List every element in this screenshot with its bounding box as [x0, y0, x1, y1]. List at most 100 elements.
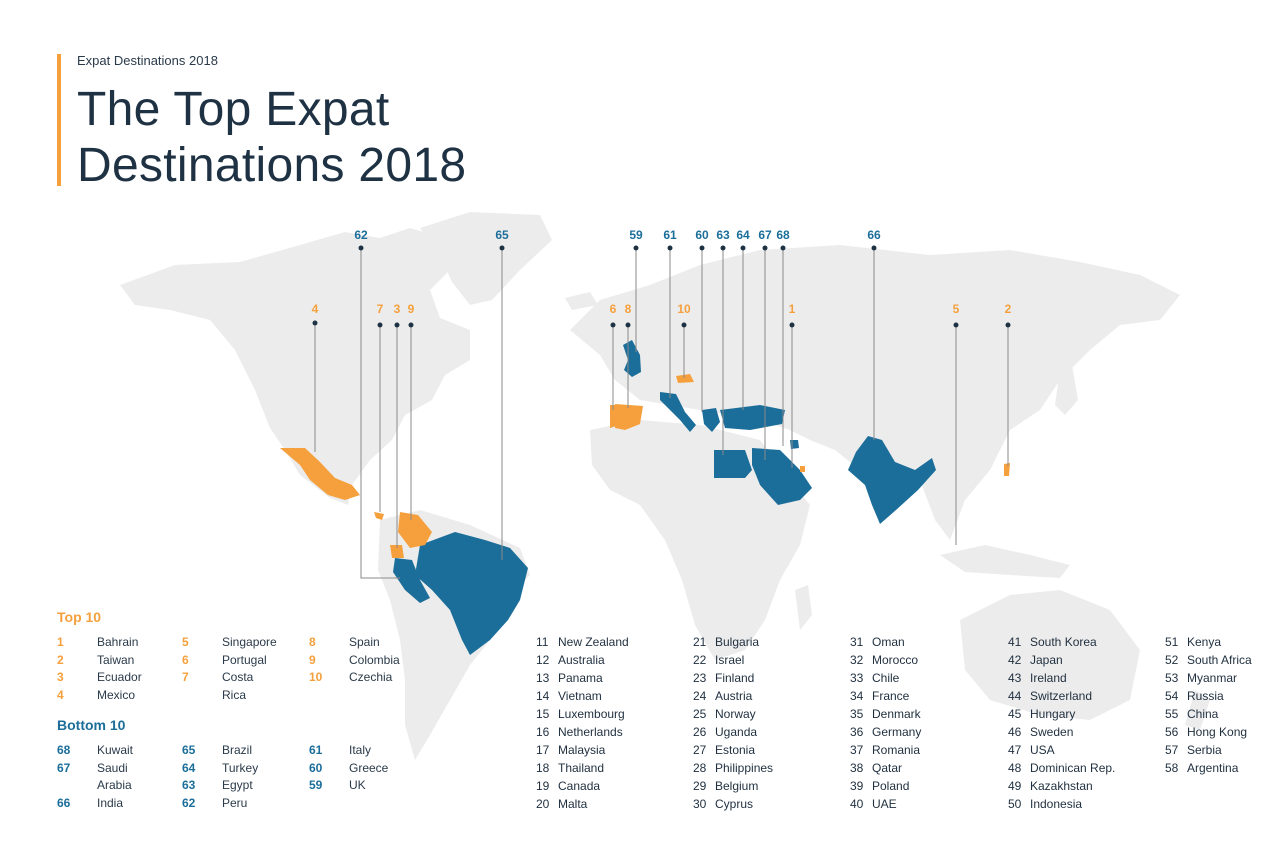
ranking-country: Cyprus [715, 797, 754, 811]
legend-rank: 10 [309, 670, 323, 685]
ranking-row: 39 Poland [850, 777, 921, 795]
country-india [848, 436, 936, 524]
ranking-row: 20 Malta [536, 795, 629, 813]
top-10-col-1: 1 Bahrain 2 Taiwan 3 Ecuador 4 Mexico [57, 634, 142, 705]
legend-item: 9 Colombia [309, 652, 400, 670]
ranking-number: 35 [850, 707, 864, 721]
ranking-row: 33 Chile [850, 669, 921, 687]
ranking-row: 14 Vietnam [536, 687, 629, 705]
ranking-row: 32 Morocco [850, 651, 921, 669]
ranking-row: 31 Oman [850, 633, 921, 651]
ranking-country: Belgium [715, 779, 759, 793]
ranking-row: 28 Philippines [693, 759, 773, 777]
ranking-row: 53 Myanmar [1165, 669, 1252, 687]
ranking-country: Kenya [1187, 635, 1222, 649]
land-iceland [565, 292, 598, 310]
ranking-column-31-40: 31 Oman 32 Morocco 33 Chile 34 France 35 Denm… [850, 633, 921, 813]
ranking-country: Argentina [1187, 761, 1239, 775]
legend-rank: 59 [309, 778, 323, 793]
legend-country: UK [349, 778, 366, 793]
marker-label-8: 8 [624, 302, 632, 316]
ranking-country: Qatar [872, 761, 903, 775]
ranking-country: Norway [715, 707, 756, 721]
ranking-number: 41 [1008, 635, 1022, 649]
ranking-row: 30 Cyprus [693, 795, 773, 813]
leader-lines [314, 248, 1009, 579]
legend-item: 7 Costa [182, 669, 277, 687]
ranking-country: Hungary [1030, 707, 1076, 721]
ranking-number: 15 [536, 707, 550, 721]
legend-item: 1 Bahrain [57, 634, 142, 652]
ranking-row: 16 Netherlands [536, 723, 629, 741]
ranking-number: 42 [1008, 653, 1022, 667]
ranking-number: 30 [693, 797, 707, 811]
ranking-country: Russia [1187, 689, 1224, 703]
ranking-number: 26 [693, 725, 707, 739]
ranking-row: 48 Dominican Rep. [1008, 759, 1115, 777]
legend-item: 4 Mexico [57, 687, 142, 705]
ranking-row: 49 Kazakhstan [1008, 777, 1115, 795]
legend-rank: 6 [182, 652, 189, 667]
ranking-number: 27 [693, 743, 707, 757]
ranking-row: 57 Serbia [1165, 741, 1252, 759]
ranking-row: 19 Canada [536, 777, 629, 795]
ranking-number: 39 [850, 779, 864, 793]
land-australia [960, 590, 1140, 720]
ranking-country: Serbia [1187, 743, 1222, 757]
country-brazil [415, 532, 528, 655]
ranking-country: Estonia [715, 743, 756, 757]
marker-label-4: 4 [311, 302, 319, 316]
marker-label-3: 3 [393, 302, 401, 316]
legend-country: India [97, 796, 124, 811]
ranking-country: Poland [872, 779, 910, 793]
ranking-row: 47 USA [1008, 741, 1115, 759]
top-10-heading: Top 10 [57, 609, 102, 625]
ranking-country: Ireland [1030, 671, 1067, 685]
ranking-country: Netherlands [558, 725, 623, 739]
ranking-row: 25 Norway [693, 705, 773, 723]
legend-country: Taiwan [97, 652, 135, 667]
ranking-row: 26 Uganda [693, 723, 773, 741]
country-kuwait [790, 440, 799, 449]
legend-item: 6 Portugal [182, 652, 277, 670]
ranking-row: 41 South Korea [1008, 633, 1115, 651]
bottom-10-countries [393, 340, 936, 655]
ranking-row: 40 UAE [850, 795, 921, 813]
bottom-10-col-3: 61 Italy 60 Greece 59 UK [309, 742, 388, 795]
country-bahrain [800, 466, 805, 472]
land-indonesia [940, 545, 1070, 578]
ranking-column-41-50: 41 South Korea 42 Japan 43 Ireland 44 Switze… [1008, 633, 1115, 813]
marker-label-9: 9 [407, 302, 415, 316]
ranking-number: 37 [850, 743, 864, 757]
ranking-row: 37 Romania [850, 741, 921, 759]
legend-item: 59 UK [309, 777, 388, 795]
title-line-2: Destinations 2018 [77, 139, 467, 192]
legend-rank: 63 [182, 778, 196, 793]
ranking-country: Israel [715, 653, 745, 667]
ranking-column-51-58: 51 Kenya 52 South Africa 53 Myanmar 54 Russi… [1165, 633, 1252, 777]
legend-item: 62 Peru [182, 795, 258, 813]
ranking-number: 56 [1165, 725, 1179, 739]
legend-item: 67 Saudi [57, 760, 133, 778]
legend-country: Italy [349, 743, 372, 757]
country-taiwan [1004, 463, 1010, 476]
ranking-number: 23 [693, 671, 707, 685]
ranking-country: Thailand [558, 761, 605, 775]
ranking-country: France [872, 689, 910, 703]
legend-rank: 62 [182, 796, 196, 811]
land-japan [1055, 365, 1078, 415]
marker-label-66: 66 [867, 228, 881, 242]
ranking-country: Denmark [872, 707, 921, 721]
marker-label-61: 61 [663, 228, 677, 242]
ranking-number: 14 [536, 689, 550, 703]
ranking-country: Dominican Rep. [1030, 761, 1116, 775]
ranking-country: South Korea [1030, 635, 1097, 649]
ranking-row: 17 Malaysia [536, 741, 629, 759]
eyebrow-label: Expat Destinations 2018 [77, 53, 218, 68]
ranking-number: 12 [536, 653, 550, 667]
ranking-country: Chile [872, 671, 900, 685]
legend-rank: 9 [309, 652, 316, 667]
ranking-number: 25 [693, 707, 707, 721]
ranking-number: 47 [1008, 743, 1022, 757]
ranking-country: Vietnam [558, 689, 602, 703]
